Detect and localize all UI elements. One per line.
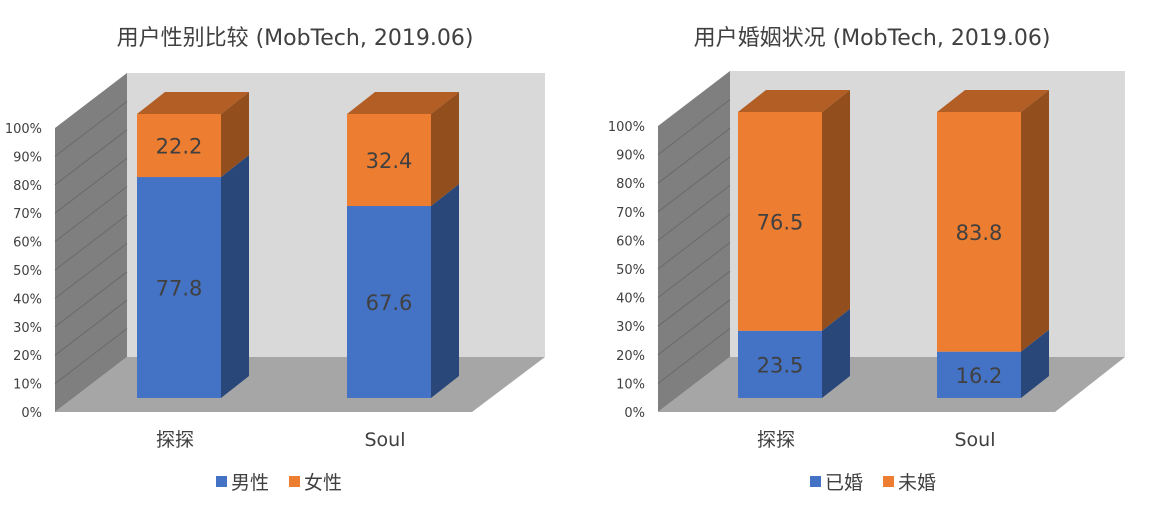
y-tick-label: 50%	[13, 264, 42, 279]
y-tick-label: 10%	[616, 377, 645, 392]
y-tick-label: 60%	[13, 236, 42, 251]
y-tick-label: 30%	[616, 320, 645, 335]
data-label: 83.8	[956, 221, 1003, 245]
y-tick-label: 50%	[616, 263, 645, 278]
bar-segment	[137, 92, 249, 178]
legend-label: 男性	[231, 472, 269, 494]
data-label: 76.5	[757, 210, 804, 234]
chart-title: 用户性别比较 (MobTech, 2019.06)	[117, 26, 474, 51]
y-tick-label: 60%	[616, 234, 645, 249]
bar-front-face	[347, 206, 431, 398]
legend-swatch	[289, 476, 300, 487]
gridline	[657, 127, 731, 184]
gridline	[54, 299, 128, 356]
legend-entry: 女性	[289, 472, 342, 494]
bar-front-face	[347, 114, 431, 207]
bar-segment	[738, 90, 850, 331]
gridline	[54, 214, 128, 271]
data-label: 23.5	[757, 353, 804, 377]
y-tick-label: 10%	[13, 378, 42, 393]
bar-top-face	[137, 92, 249, 114]
bar-front-face	[137, 114, 221, 178]
data-label: 77.8	[156, 277, 203, 301]
gridline	[54, 101, 128, 157]
gridline	[657, 213, 731, 270]
y-tick-label: 80%	[616, 177, 645, 192]
y-tick-label: 40%	[13, 292, 42, 307]
bar-side-face	[431, 184, 459, 398]
bar-side-face	[1021, 329, 1049, 398]
gridline	[54, 186, 128, 242]
bar-front-face	[137, 177, 221, 398]
gridline	[657, 328, 731, 384]
legend-entry: 男性	[216, 472, 269, 494]
category-label: 探探	[156, 429, 194, 451]
y-tick-label: 0%	[21, 406, 42, 421]
bar-front-face	[738, 112, 822, 331]
bar-side-face	[431, 92, 459, 207]
bar-segment	[137, 155, 249, 398]
gridline	[54, 243, 128, 299]
y-tick-label: 30%	[13, 321, 42, 336]
y-tick-label: 70%	[13, 207, 42, 222]
data-label: 16.2	[956, 364, 1003, 388]
y-tick-label: 90%	[13, 150, 42, 165]
legend-label: 未婚	[898, 472, 936, 494]
bar-top-face	[738, 90, 850, 112]
legend-label: 已婚	[825, 472, 863, 494]
category-label: Soul	[954, 429, 995, 451]
category-label: Soul	[364, 429, 405, 451]
bar-side-face	[822, 308, 850, 398]
data-label: 22.2	[156, 135, 203, 159]
bar-top-face	[347, 92, 459, 114]
gridline	[657, 242, 731, 298]
legend-swatch	[810, 476, 821, 487]
gridline	[54, 271, 128, 328]
y-tick-label: 70%	[616, 206, 645, 221]
bar-side-face	[1021, 90, 1049, 352]
bar-segment	[738, 308, 850, 398]
y-tick-label: 0%	[624, 406, 645, 421]
legend-swatch	[216, 476, 227, 487]
y-tick-label: 20%	[616, 349, 645, 364]
legend-swatch	[883, 476, 894, 487]
y-tick-label: 100%	[5, 122, 42, 137]
gridline	[54, 157, 128, 214]
y-tick-label: 80%	[13, 179, 42, 194]
y-tick-label: 100%	[608, 120, 645, 135]
gridline	[657, 99, 731, 155]
bar-side-face	[822, 90, 850, 331]
floor	[55, 357, 545, 412]
y-tick-label: 90%	[616, 149, 645, 164]
legend-entry: 未婚	[883, 472, 936, 494]
category-label: 探探	[757, 429, 795, 451]
bar-front-face	[937, 112, 1021, 352]
bar-segment	[347, 184, 459, 398]
bar-top-face	[937, 90, 1049, 112]
bar-side-face	[221, 155, 249, 398]
gender-chart: 用户性别比较 (MobTech, 2019.06) 0% 10% 20% 30% 40% 5…	[5, 26, 545, 494]
bar-segment	[937, 90, 1049, 352]
y-tick-label: 40%	[616, 292, 645, 307]
bar-side-face	[221, 92, 249, 178]
chart-title: 用户婚姻状况 (MobTech, 2019.06)	[694, 26, 1051, 51]
gridline	[54, 129, 128, 186]
bar-segment	[347, 92, 459, 207]
floor	[658, 357, 1125, 412]
gridline	[657, 299, 731, 356]
bar-front-face	[738, 330, 822, 398]
marital-chart: 用户婚姻状况 (MobTech, 2019.06) 0% 10% 20% 30% 40% 5…	[608, 26, 1125, 494]
gridline	[657, 270, 731, 327]
data-label: 67.6	[366, 291, 413, 315]
bar-segment	[937, 329, 1049, 398]
gridline	[657, 185, 731, 241]
data-label: 32.4	[366, 149, 413, 173]
bar-front-face	[937, 351, 1021, 398]
y-tick-label: 20%	[13, 349, 42, 364]
gridline	[54, 328, 128, 384]
legend-entry: 已婚	[810, 472, 863, 494]
legend-label: 女性	[304, 472, 342, 494]
gridline	[657, 156, 731, 213]
